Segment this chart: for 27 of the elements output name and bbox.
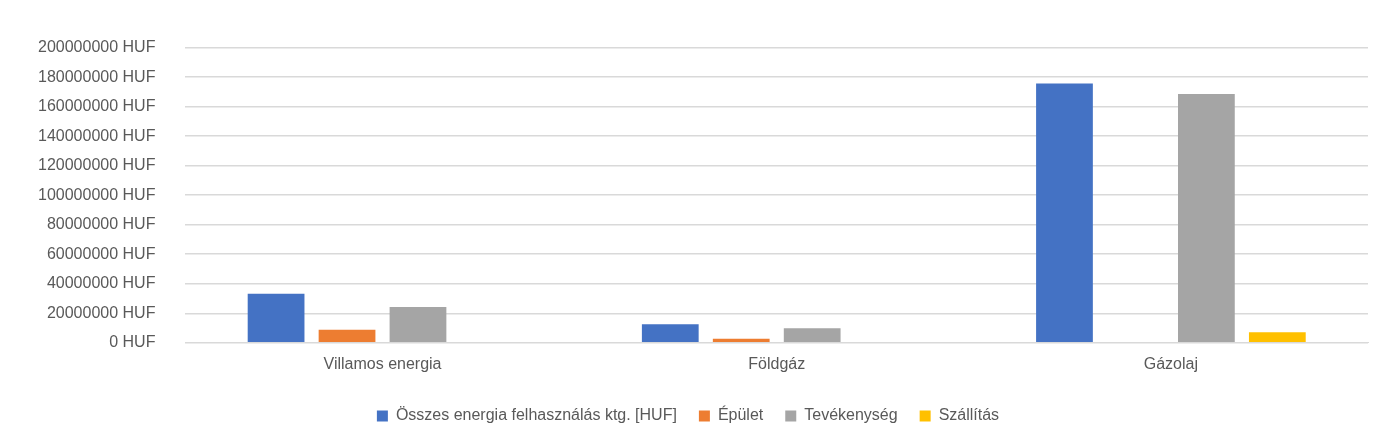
y-tick-label: 40000000 HUF [46, 274, 156, 292]
bar [318, 329, 376, 343]
y-tick-label: 60000000 HUF [46, 244, 156, 262]
bar [641, 324, 699, 343]
bar [1248, 332, 1306, 343]
bar [783, 328, 841, 343]
y-tick-label: 20000000 HUF [46, 303, 156, 321]
x-tick-label: Földgáz [748, 354, 806, 372]
y-tick-label: 200000000 HUF [37, 38, 156, 56]
bar [1178, 94, 1235, 343]
y-tick-label: 100000000 HUF [37, 185, 156, 203]
bar [247, 293, 305, 343]
bar [389, 307, 447, 343]
y-tick-label: 80000000 HUF [46, 215, 156, 233]
bar [712, 338, 770, 343]
legend-label: Szállítás [938, 406, 1000, 424]
legend-label: Épület [717, 405, 764, 424]
y-tick-label: 0 HUF [109, 333, 156, 351]
bar [1036, 83, 1093, 343]
y-tick-label: 140000000 HUF [37, 126, 156, 144]
y-tick-label: 180000000 HUF [37, 67, 156, 85]
x-tick-label: Villamos energia [323, 354, 442, 372]
y-tick-label: 160000000 HUF [37, 97, 156, 115]
x-tick-label: Gázolaj [1143, 354, 1199, 372]
legend-label: Összes energia felhasználás ktg. [HUF] [395, 406, 677, 424]
y-tick-label: 120000000 HUF [37, 156, 156, 174]
legend-label: Tevékenység [804, 406, 898, 424]
